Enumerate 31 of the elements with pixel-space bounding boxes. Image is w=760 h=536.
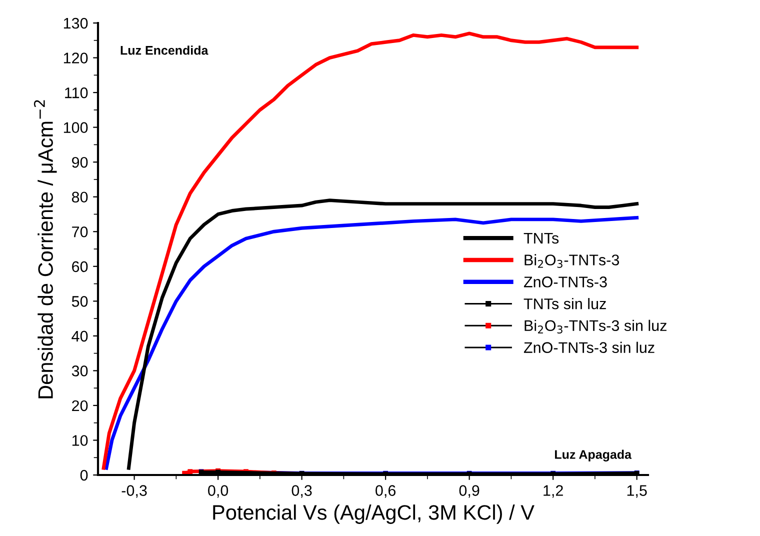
y-tick-label: 30 (72, 366, 88, 376)
x-tick-label: 0,0 (208, 485, 228, 498)
legend-label: ZnO-TNTs-3 sin luz (524, 342, 654, 354)
x-tick-label: 0,3 (292, 485, 312, 498)
legend-label: TNTs sin luz (524, 298, 606, 310)
x-tick-label: 0,9 (459, 485, 480, 498)
legend-label: TNTs (524, 232, 559, 244)
legend-label: Bi$_{2}$O$_{3}$-TNTs-3 (524, 254, 620, 268)
x-tick-label: 0,6 (376, 485, 396, 498)
y-tick-label: 100 (64, 122, 88, 133)
y-tick-label: 120 (64, 52, 88, 64)
annotation: Luz Apagada (555, 450, 632, 462)
y-tick-label: 20 (72, 400, 88, 412)
y-tick-label: 70 (72, 226, 88, 238)
x-tick-label: 1,5 (627, 485, 647, 498)
y-tick-label: 50 (72, 296, 88, 307)
x-tick-label: -0,3 (122, 485, 147, 498)
y-tick-label: 10 (72, 435, 88, 446)
y-tick-label: 0 (80, 470, 88, 481)
legend-label: Bi$_{2}$O$_{3}$-TNTs-3 sin luz (524, 320, 666, 334)
y-axis-title: Densidad de Corriente / μAcm$^{−2}$ (34, 100, 57, 398)
x-tick-label: 1,2 (544, 485, 563, 498)
x-axis-title: Potencial Vs (Ag/AgCl, 3M KCl) / V (213, 504, 534, 524)
legend-label: ZnO-TNTs-3 (524, 276, 607, 288)
y-tick-label: 90 (72, 156, 88, 168)
y-tick-label: 60 (72, 261, 88, 272)
annotation: Luz Encendida (120, 46, 208, 55)
y-tick-label: 110 (65, 87, 88, 98)
y-tick-label: 130 (64, 18, 88, 29)
y-tick-label: 80 (72, 192, 88, 203)
y-tick-label: 40 (72, 330, 88, 342)
